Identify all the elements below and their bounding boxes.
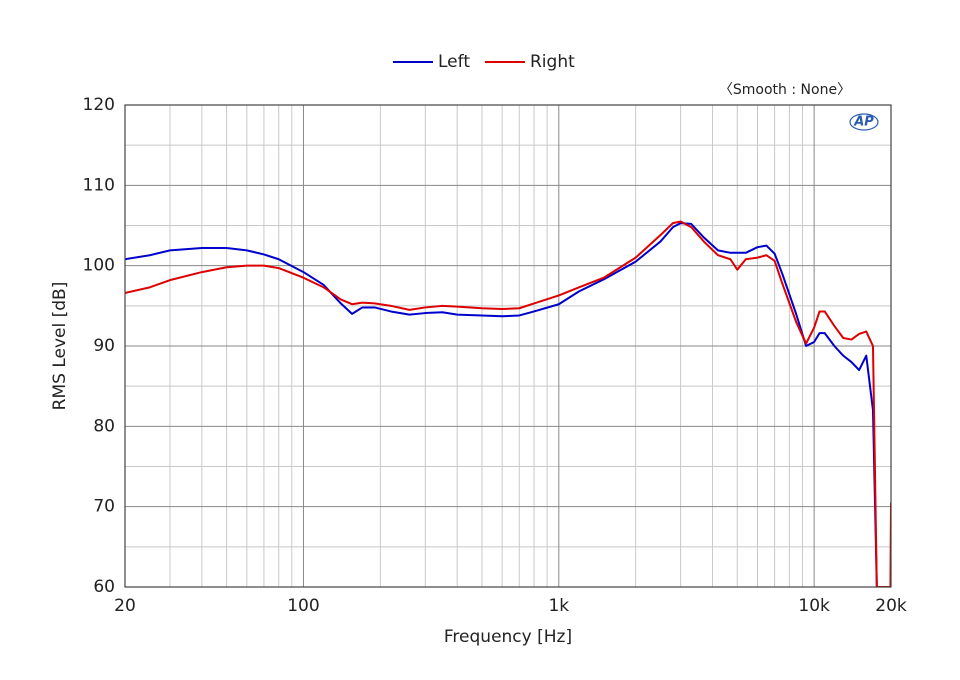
x-tick-label: 10k xyxy=(798,596,830,616)
x-tick-label: 1k xyxy=(548,596,569,616)
series-line xyxy=(125,220,891,587)
legend-label: Right xyxy=(530,52,575,72)
legend: Left Right xyxy=(393,52,575,72)
x-tick-label: 20k xyxy=(875,596,907,616)
x-tick-label: 20 xyxy=(114,596,136,616)
y-tick-label: 60 xyxy=(93,577,115,597)
y-axis-label: RMS Level [dB] xyxy=(50,282,70,411)
y-tick-label: 70 xyxy=(93,497,115,517)
y-tick-label: 110 xyxy=(83,175,115,195)
x-axis-label: Frequency [Hz] xyxy=(444,627,572,647)
series-line xyxy=(125,222,878,587)
logo-ring xyxy=(849,113,879,131)
legend-label: Left xyxy=(438,52,470,72)
logo: AP xyxy=(853,115,874,130)
plot-lines xyxy=(125,220,891,587)
y-tick-label: 120 xyxy=(83,95,115,115)
x-tick-label: 100 xyxy=(287,596,319,616)
y-tick-label: 100 xyxy=(83,256,115,276)
annotation: 〈Smooth : None〉 xyxy=(719,82,851,98)
plot-frame xyxy=(124,104,892,588)
y-tick-label: 80 xyxy=(93,416,115,436)
y-tick-label: 90 xyxy=(93,336,115,356)
